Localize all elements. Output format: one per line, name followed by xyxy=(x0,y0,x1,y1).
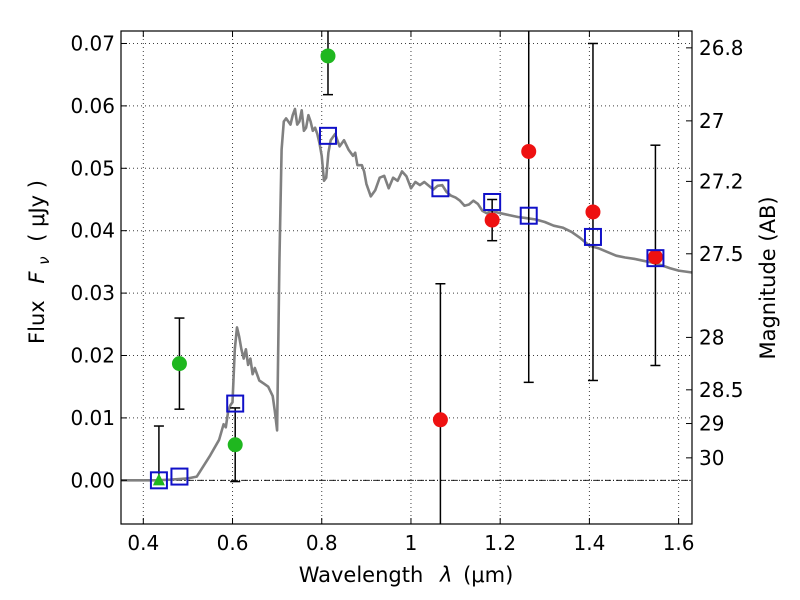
model-square-point xyxy=(483,192,502,211)
model-square-point xyxy=(646,249,665,268)
x-tick-label: 0.6 xyxy=(217,531,249,555)
x-tick-label: 0.4 xyxy=(127,531,159,555)
y-axis-label: Flux xyxy=(25,300,49,344)
y-tick-label: 0.06 xyxy=(70,94,115,118)
plot-frame xyxy=(120,30,693,525)
model-square-point xyxy=(149,471,168,490)
x-tick-label: 1.4 xyxy=(573,531,605,555)
y-tick-label: 0.03 xyxy=(70,281,115,305)
green-data-point xyxy=(171,356,187,372)
model-square-point xyxy=(170,467,189,486)
red-data-point xyxy=(585,204,601,220)
green-data-point xyxy=(320,48,336,64)
y2-tick-label: 27 xyxy=(699,109,724,133)
y2-tick-label: 29 xyxy=(699,412,724,436)
model-square-point xyxy=(583,227,602,246)
green-data-point xyxy=(227,437,243,453)
x-tick-label: 1 xyxy=(405,531,418,555)
x-axis-unit: (μm) xyxy=(463,563,513,587)
label-layer: 0.4 0.6 0.8 1 1.2 1.4 1.6 0.00 0.01 0.02 0.03 0.04 0… xyxy=(70,31,743,555)
marker-layer xyxy=(152,48,663,486)
model-square-point xyxy=(519,206,538,225)
red-data-point xyxy=(484,212,500,228)
green-triangle-point xyxy=(152,473,165,486)
x-axis-symbol: λ xyxy=(439,563,452,587)
model-square-point xyxy=(318,126,337,145)
x-axis-title: Wavelength λ (μm) xyxy=(299,563,514,587)
y-axis-symbol: F xyxy=(25,271,49,284)
y2-tick-label: 28 xyxy=(699,325,724,349)
y-tick-label: 0.00 xyxy=(70,468,115,492)
grid-layer xyxy=(121,31,692,524)
y-tick-label: 0.01 xyxy=(70,406,115,430)
y-tick-label: 0.05 xyxy=(70,156,115,180)
y2-tick-label: 27.2 xyxy=(699,169,744,193)
x-tick-label: 1.6 xyxy=(663,531,695,555)
model-sed-line xyxy=(121,107,693,482)
x-tick-label: 1.2 xyxy=(484,531,516,555)
red-data-point xyxy=(432,412,448,428)
y-axis-unit: ( μJy ) xyxy=(25,180,49,242)
y2-tick-label: 28.5 xyxy=(699,378,744,402)
y2-tick-label: 27.5 xyxy=(699,242,744,266)
red-data-point xyxy=(521,143,537,159)
model-square-point xyxy=(431,179,450,198)
tick-layer xyxy=(121,31,692,524)
y-tick-label: 0.04 xyxy=(70,219,115,243)
y-tick-label: 0.02 xyxy=(70,344,115,368)
errorbar-layer xyxy=(153,31,661,524)
y-axis-title: Flux F ν ( μJy ) xyxy=(25,180,54,344)
x-tick-label: 0.8 xyxy=(306,531,338,555)
y2-tick-label: 26.8 xyxy=(699,36,744,60)
model-layer xyxy=(121,107,693,482)
x-axis-label: Wavelength xyxy=(299,563,424,587)
red-data-point xyxy=(647,249,663,265)
square-layer xyxy=(149,126,665,490)
y2-axis-title: Magnitude (AB) xyxy=(756,196,780,359)
model-square-point xyxy=(226,394,245,413)
y-tick-label: 0.07 xyxy=(70,31,115,55)
y2-tick-label: 30 xyxy=(699,446,724,470)
y-axis-subscript: ν xyxy=(35,256,53,264)
